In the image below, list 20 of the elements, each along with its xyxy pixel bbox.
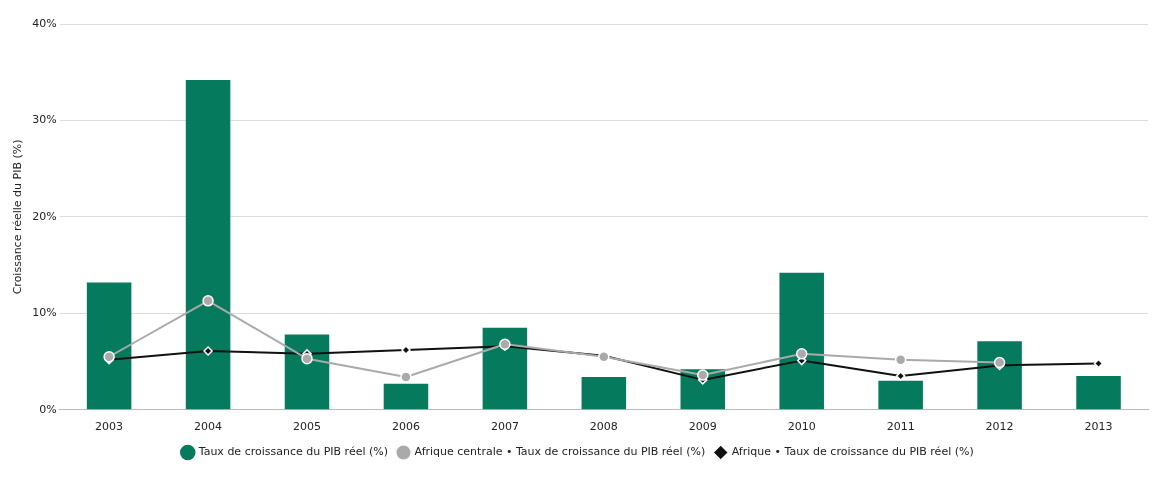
x-tick-label: 2004 [194, 420, 223, 434]
y-tick-label: 20% [32, 209, 57, 223]
x-tick-label: 2013 [1084, 420, 1113, 434]
y-tick-label: 0% [39, 402, 57, 416]
y-tick-label: 40% [32, 16, 57, 30]
legend-label: Taux de croissance du PIB réel (%) [197, 445, 389, 459]
y-tick-label: 30% [32, 113, 57, 127]
x-tick-label: 2003 [95, 420, 124, 434]
legend-label: Afrique • Taux de croissance du PIB réel (%) [731, 445, 974, 459]
x-tick-label: 2008 [589, 420, 618, 434]
x-tick-label: 2005 [293, 420, 321, 434]
legend-label: Afrique centrale • Taux de croissance du PIB réel (%) [414, 445, 706, 459]
x-tick-label: 2009 [688, 420, 717, 434]
y-tick-label: 10% [32, 306, 57, 320]
y-axis-title: Croissance réelle du PIB (%) [11, 139, 25, 295]
x-tick-label: 2012 [985, 420, 1014, 434]
x-tick-label: 2010 [787, 420, 816, 434]
x-tick-label: 2007 [490, 420, 519, 434]
x-tick-label: 2006 [391, 420, 420, 434]
x-tick-label: 2011 [886, 420, 915, 434]
